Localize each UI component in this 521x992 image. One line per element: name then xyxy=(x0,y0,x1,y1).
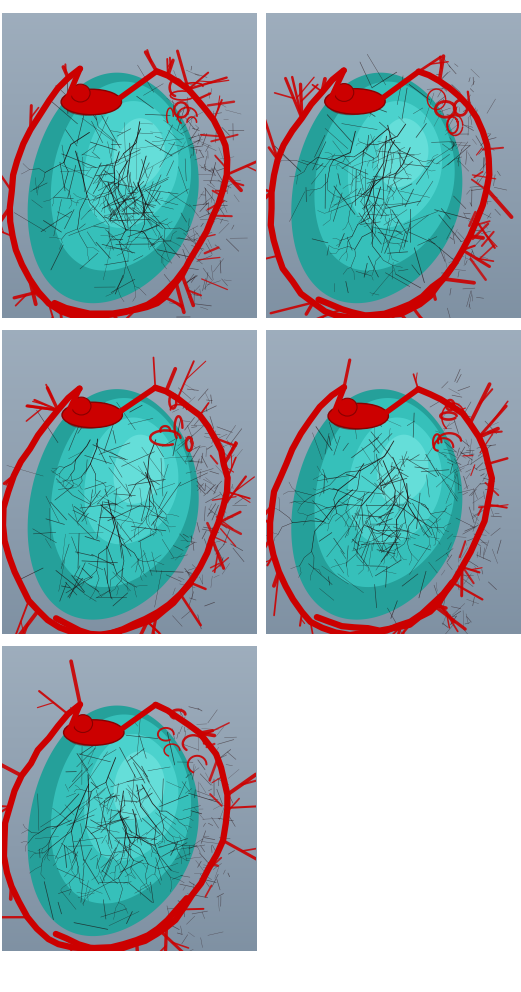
Polygon shape xyxy=(28,389,199,620)
Ellipse shape xyxy=(61,89,121,115)
Polygon shape xyxy=(291,389,462,620)
Ellipse shape xyxy=(328,404,389,429)
Polygon shape xyxy=(315,81,455,271)
Polygon shape xyxy=(84,734,178,861)
Ellipse shape xyxy=(338,398,357,416)
Ellipse shape xyxy=(71,84,90,102)
Polygon shape xyxy=(51,398,191,587)
Polygon shape xyxy=(291,72,462,304)
Polygon shape xyxy=(51,714,191,904)
Polygon shape xyxy=(51,81,191,271)
Ellipse shape xyxy=(62,402,122,428)
Polygon shape xyxy=(114,118,165,187)
Polygon shape xyxy=(28,705,199,936)
Polygon shape xyxy=(348,418,442,545)
Ellipse shape xyxy=(334,83,354,101)
Polygon shape xyxy=(377,434,428,504)
Ellipse shape xyxy=(64,720,124,745)
Polygon shape xyxy=(84,101,178,228)
Ellipse shape xyxy=(329,97,371,115)
Ellipse shape xyxy=(65,98,107,116)
Ellipse shape xyxy=(332,412,375,430)
Ellipse shape xyxy=(66,411,108,429)
Polygon shape xyxy=(114,434,165,504)
Ellipse shape xyxy=(68,728,110,746)
Ellipse shape xyxy=(72,397,91,415)
Polygon shape xyxy=(348,101,442,228)
Polygon shape xyxy=(377,118,428,187)
Polygon shape xyxy=(28,72,199,304)
Polygon shape xyxy=(84,418,178,545)
Ellipse shape xyxy=(73,714,93,732)
Ellipse shape xyxy=(325,88,385,114)
Polygon shape xyxy=(315,398,455,587)
Polygon shape xyxy=(114,751,165,820)
